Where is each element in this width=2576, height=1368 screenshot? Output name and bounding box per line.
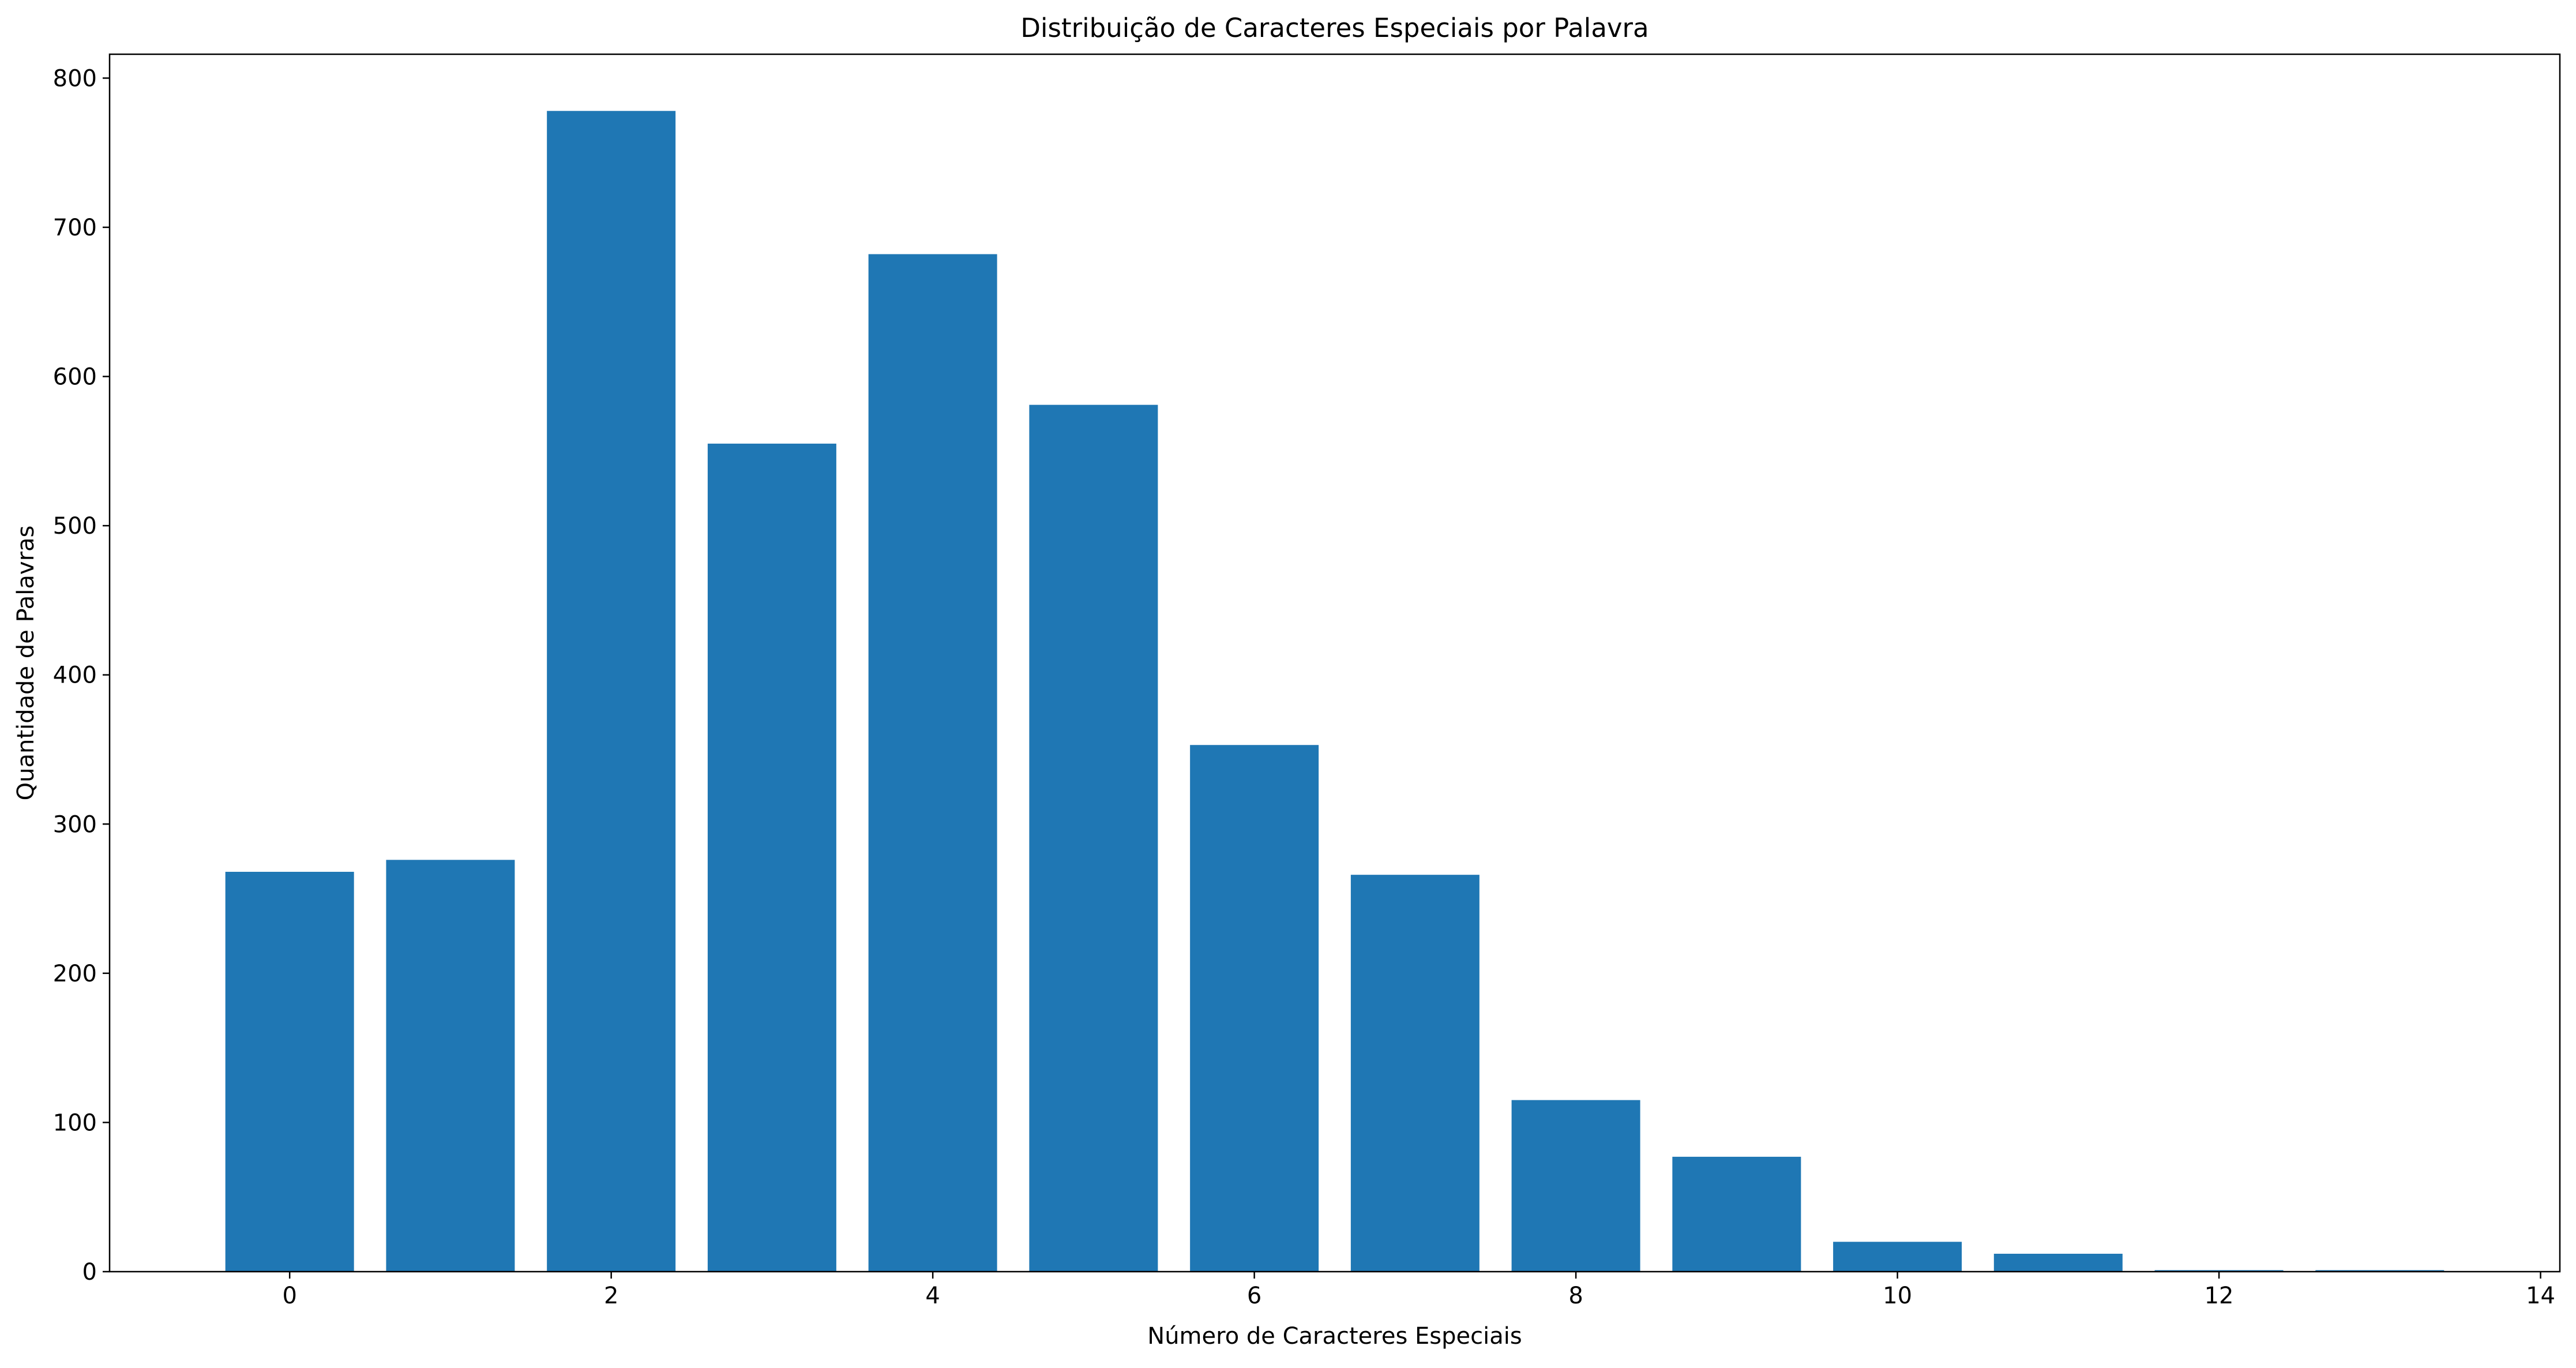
y-tick-label: 200 bbox=[53, 961, 97, 987]
x-tick-label: 4 bbox=[925, 1283, 940, 1309]
bar-7 bbox=[1350, 875, 1479, 1272]
bar-10 bbox=[1833, 1242, 1962, 1272]
bar-5 bbox=[1029, 404, 1158, 1272]
y-tick-label: 0 bbox=[82, 1259, 97, 1285]
x-tick-label: 2 bbox=[604, 1283, 618, 1309]
axes-frame bbox=[108, 53, 2561, 1273]
bar-0 bbox=[225, 872, 354, 1272]
y-tick-label: 100 bbox=[53, 1110, 97, 1136]
bar-3 bbox=[707, 443, 836, 1272]
x-tick-label: 10 bbox=[1883, 1283, 1912, 1309]
y-tick-label: 400 bbox=[53, 662, 97, 689]
y-tick-label: 800 bbox=[53, 65, 97, 92]
bar-1 bbox=[386, 860, 515, 1272]
bar-6 bbox=[1190, 745, 1319, 1272]
bar-12 bbox=[2154, 1270, 2284, 1272]
chart-title: Distribuição de Caracteres Especiais por… bbox=[1020, 13, 1649, 43]
x-axis-label: Número de Caracteres Especiais bbox=[1147, 1323, 1522, 1350]
y-tick-label: 700 bbox=[53, 215, 97, 241]
bar-4 bbox=[868, 254, 997, 1272]
x-tick-label: 8 bbox=[1568, 1283, 1583, 1309]
bars-layer bbox=[225, 111, 2444, 1272]
x-tick-label: 6 bbox=[1247, 1283, 1261, 1309]
bar-2 bbox=[547, 111, 676, 1272]
x-tick-label: 14 bbox=[2526, 1283, 2555, 1309]
y-tick-label: 300 bbox=[53, 811, 97, 838]
y-axis-ticks: 0 100 200 300 400 500 600 700 800 bbox=[53, 65, 110, 1285]
y-tick-label: 500 bbox=[53, 513, 97, 539]
bar-11 bbox=[1993, 1253, 2123, 1272]
x-tick-label: 0 bbox=[282, 1283, 296, 1309]
y-tick-label: 600 bbox=[53, 364, 97, 391]
bar-9 bbox=[1672, 1156, 1801, 1272]
x-tick-label: 12 bbox=[2205, 1283, 2234, 1309]
bar-13 bbox=[2315, 1270, 2444, 1272]
bar-8 bbox=[1511, 1100, 1640, 1272]
y-axis-label: Quantidade de Palavras bbox=[13, 526, 39, 801]
x-axis-ticks: 0 2 4 6 8 10 12 14 bbox=[282, 1272, 2555, 1309]
